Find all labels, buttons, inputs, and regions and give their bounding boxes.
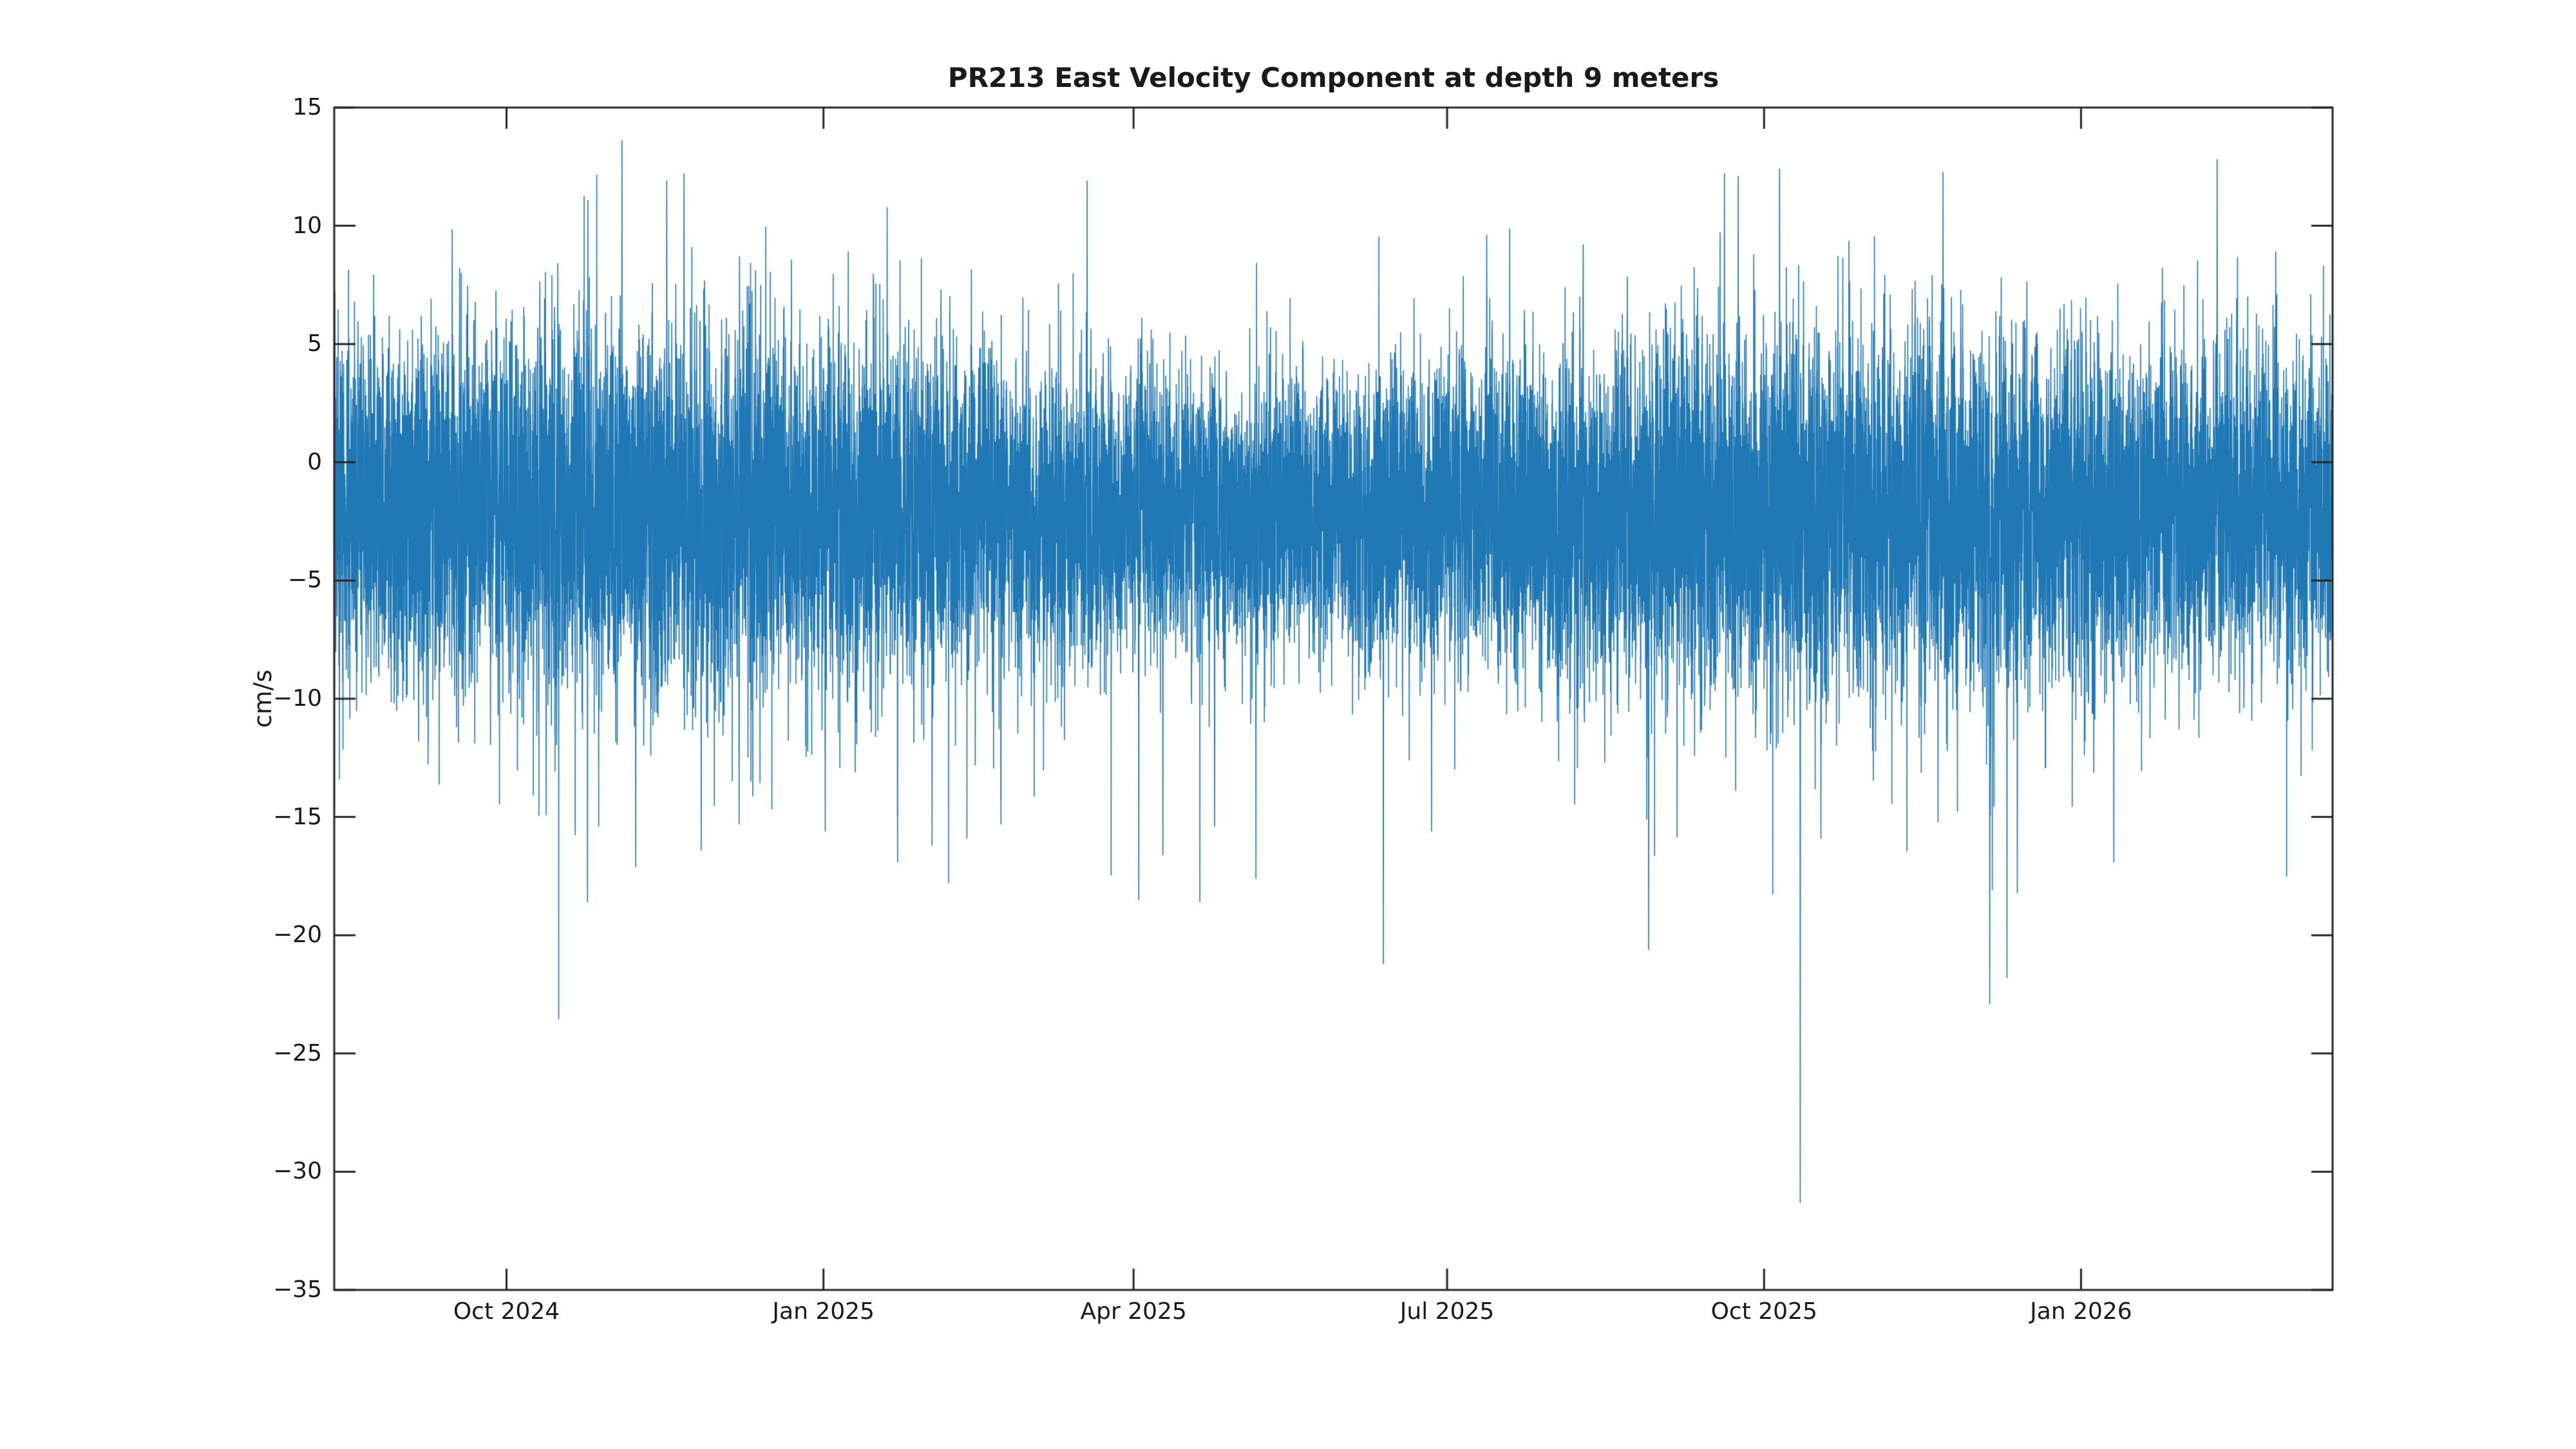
y-tick-label: −25	[273, 1039, 322, 1066]
y-tick-label: −30	[273, 1158, 322, 1185]
x-tick-label: Oct 2025	[1710, 1298, 1817, 1325]
y-tick-label: −10	[273, 685, 322, 712]
chart-title: PR213 East Velocity Component at depth 9…	[947, 62, 1719, 93]
x-tick-label: Apr 2025	[1080, 1298, 1187, 1325]
x-tick-label: Jul 2025	[1399, 1298, 1495, 1325]
y-tick-label: −35	[273, 1276, 322, 1303]
y-tick-label: −15	[273, 803, 322, 830]
x-tick-label: Jan 2025	[772, 1298, 875, 1325]
y-tick-label: −5	[287, 567, 322, 594]
x-tick-label: Jan 2026	[2030, 1298, 2132, 1325]
y-tick-label: 10	[292, 212, 322, 239]
y-tick-label: −20	[273, 922, 322, 949]
y-tick-label: 15	[292, 94, 322, 120]
y-tick-label: 0	[307, 448, 322, 475]
x-tick-label: Oct 2024	[453, 1298, 560, 1325]
y-tick-label: 5	[307, 330, 322, 357]
